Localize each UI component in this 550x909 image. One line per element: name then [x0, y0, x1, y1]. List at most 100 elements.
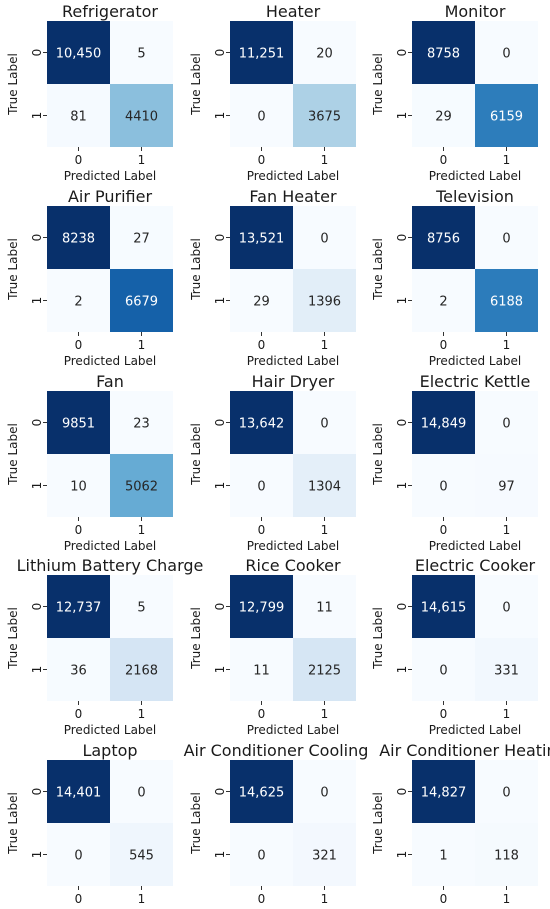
- heatmap-cell: [412, 823, 475, 886]
- x-tick-label: 1: [138, 338, 146, 352]
- heatmap-cell: [293, 760, 356, 823]
- x-tick-label: 0: [440, 523, 448, 537]
- heatmap-cell: [110, 760, 173, 823]
- x-axis-label: Predicted Label: [247, 723, 340, 737]
- heatmap-cell: [47, 454, 110, 517]
- cell-value-label: 321: [312, 849, 337, 864]
- cell-value-label: 2168: [125, 664, 158, 679]
- heatmap-cell: [412, 760, 475, 823]
- cell-value-label: 0: [257, 849, 265, 864]
- y-tick-label: 1: [30, 851, 44, 859]
- x-tick-label: 1: [321, 892, 329, 906]
- heatmap-cell: [47, 575, 110, 638]
- cell-value-label: 29: [253, 295, 270, 310]
- heatmap-cell: [412, 575, 475, 638]
- cell-value-label: 8756: [427, 232, 460, 247]
- cell-value-label: 1: [439, 849, 447, 864]
- heatmap-cell: [293, 206, 356, 269]
- x-axis-label: Predicted Label: [429, 354, 522, 368]
- x-tick-label: 1: [503, 153, 511, 167]
- cell-value-label: 0: [502, 47, 510, 62]
- x-tick-label: 0: [258, 338, 266, 352]
- cell-value-label: 0: [257, 480, 265, 495]
- heatmap-cell: [293, 391, 356, 454]
- y-tick-label: 0: [213, 788, 227, 796]
- cell-value-label: 0: [74, 849, 82, 864]
- x-tick-label: 1: [138, 153, 146, 167]
- cell-value-label: 36: [70, 664, 87, 679]
- y-axis-label: True Label: [6, 238, 20, 301]
- x-tick-label: 0: [440, 707, 448, 721]
- cell-value-label: 2: [439, 295, 447, 310]
- x-tick-label: 0: [258, 523, 266, 537]
- y-tick-label: 0: [30, 234, 44, 242]
- y-axis-label: True Label: [189, 238, 203, 301]
- heatmap-cell: [293, 575, 356, 638]
- heatmap-cell: [230, 823, 293, 886]
- cell-value-label: 1304: [308, 480, 341, 495]
- heatmap-cell: [47, 638, 110, 701]
- cell-value-label: 9851: [62, 417, 95, 432]
- heatmap-cell: [475, 823, 538, 886]
- x-tick-label: 1: [321, 338, 329, 352]
- chart-title: Laptop: [82, 741, 137, 760]
- y-axis-label: True Label: [371, 238, 385, 301]
- y-axis-label: True Label: [371, 423, 385, 486]
- cell-value-label: 20: [316, 47, 333, 62]
- y-tick-label: 0: [395, 788, 409, 796]
- x-tick-label: 1: [321, 523, 329, 537]
- x-axis-label: Predicted Label: [247, 539, 340, 553]
- cell-value-label: 6679: [125, 295, 158, 310]
- cell-value-label: 14,625: [239, 786, 285, 801]
- cell-value-label: 8758: [427, 47, 460, 62]
- x-tick-label: 1: [321, 153, 329, 167]
- chart-title: Air Conditioner Heating: [379, 741, 550, 760]
- cell-value-label: 0: [502, 417, 510, 432]
- cell-value-label: 8238: [62, 232, 95, 247]
- heatmap-cell: [412, 454, 475, 517]
- cell-value-label: 0: [502, 786, 510, 801]
- heatmap-cell: [475, 269, 538, 332]
- chart-title: Monitor: [445, 2, 506, 21]
- y-tick-label: 1: [395, 297, 409, 305]
- heatmap-cell: [47, 21, 110, 84]
- heatmap-cell: [110, 638, 173, 701]
- chart-title: Hair Dryer: [252, 372, 335, 391]
- cell-value-label: 11,251: [239, 47, 285, 62]
- y-tick-label: 0: [30, 788, 44, 796]
- cell-value-label: 118: [494, 849, 519, 864]
- cell-value-label: 0: [439, 664, 447, 679]
- heatmap-cell: [475, 84, 538, 147]
- y-tick-label: 1: [395, 112, 409, 120]
- heatmap-cell: [230, 206, 293, 269]
- x-axis-label: Predicted Label: [64, 723, 157, 737]
- cell-value-label: 27: [133, 232, 150, 247]
- x-tick-label: 1: [503, 523, 511, 537]
- chart-title: Fan: [96, 372, 124, 391]
- cell-value-label: 14,401: [56, 786, 102, 801]
- x-tick-label: 1: [138, 523, 146, 537]
- heatmap-cell: [293, 84, 356, 147]
- y-axis-label: True Label: [189, 53, 203, 116]
- y-axis-label: True Label: [6, 607, 20, 670]
- x-axis-label: Predicted Label: [429, 539, 522, 553]
- y-axis-label: True Label: [371, 792, 385, 855]
- chart-title: Lithium Battery Charge: [17, 556, 204, 575]
- cell-value-label: 5062: [125, 480, 158, 495]
- heatmap-cell: [110, 206, 173, 269]
- cell-value-label: 0: [137, 786, 145, 801]
- heatmap-cell: [47, 391, 110, 454]
- heatmap-cell: [475, 638, 538, 701]
- y-axis-label: True Label: [189, 607, 203, 670]
- cell-value-label: 5: [137, 47, 145, 62]
- cell-value-label: 14,849: [421, 417, 467, 432]
- heatmap-cell: [412, 21, 475, 84]
- y-tick-label: 1: [395, 666, 409, 674]
- cell-value-label: 3675: [308, 110, 341, 125]
- cell-value-label: 0: [439, 480, 447, 495]
- x-tick-label: 0: [440, 338, 448, 352]
- heatmap-cell: [230, 454, 293, 517]
- y-axis-label: True Label: [371, 607, 385, 670]
- cell-value-label: 11: [316, 601, 333, 616]
- heatmap-cell: [47, 206, 110, 269]
